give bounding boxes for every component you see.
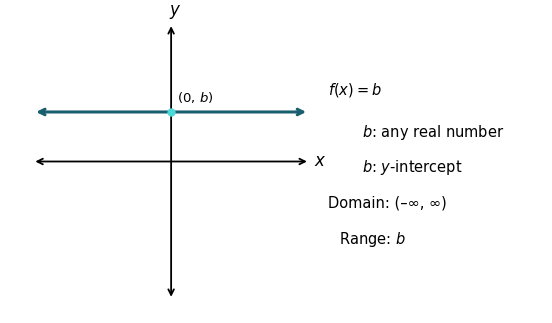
Text: Domain: (–∞, ∞): Domain: (–∞, ∞) [328,196,447,211]
Text: (0, $b$): (0, $b$) [177,89,213,105]
Text: $b$: any real number: $b$: any real number [362,123,504,142]
Text: $f(x) = b$: $f(x) = b$ [328,81,382,99]
Text: $y$: $y$ [169,3,182,21]
Text: Range: $b$: Range: $b$ [339,230,406,248]
Text: $b$: $y$-intercept: $b$: $y$-intercept [362,159,462,177]
Text: $x$: $x$ [314,152,327,171]
